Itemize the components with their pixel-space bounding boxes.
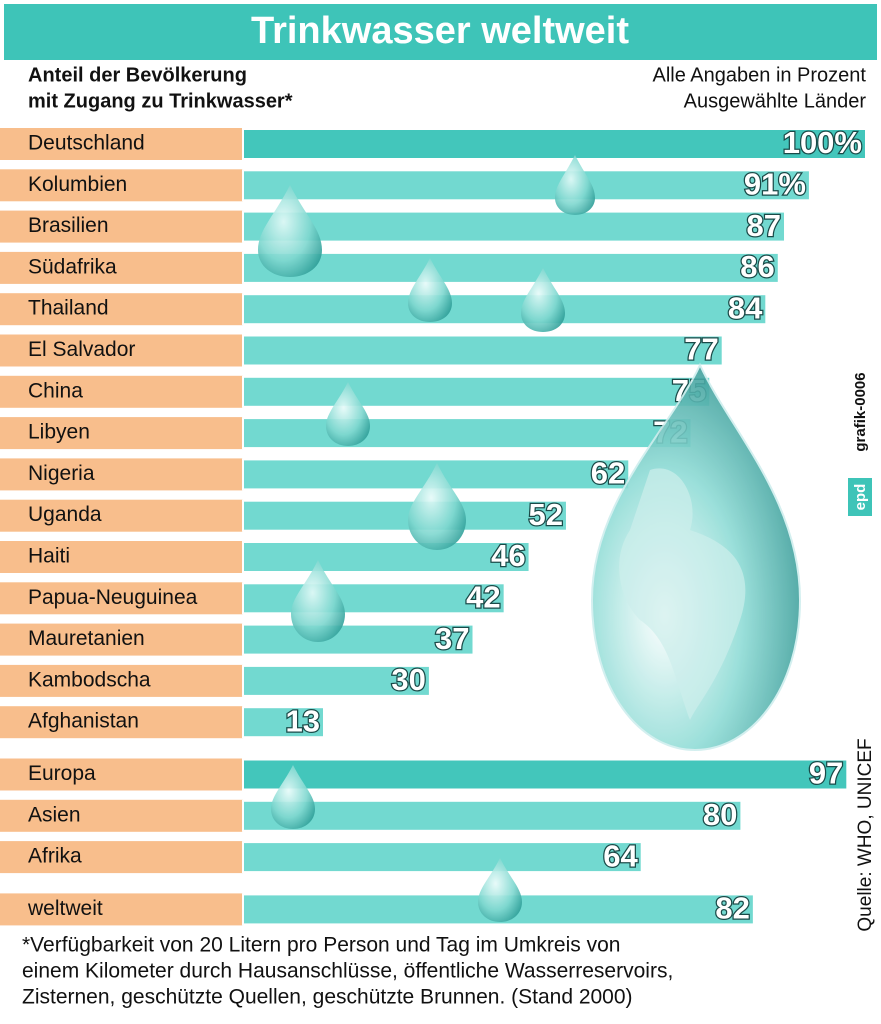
bar xyxy=(242,582,506,615)
category-box xyxy=(0,417,243,450)
category-box xyxy=(0,582,243,615)
category-box xyxy=(0,210,243,243)
note: Alle Angaben in Prozent xyxy=(653,64,867,86)
title-bar xyxy=(4,4,877,60)
category-label: Afghanistan xyxy=(28,710,139,733)
value-label: 37 xyxy=(435,621,469,656)
value-label: 82 xyxy=(715,891,749,926)
value-label: 77 xyxy=(684,332,718,367)
bar xyxy=(242,293,768,326)
category-box xyxy=(0,128,243,160)
category-label: Thailand xyxy=(28,297,109,320)
category-label: Nigeria xyxy=(28,462,95,485)
category-label: Mauretanien xyxy=(28,627,145,650)
category-box xyxy=(0,664,243,697)
bar xyxy=(242,541,531,573)
category-box xyxy=(0,841,243,874)
category-label: Uganda xyxy=(28,503,102,526)
value-label: 13 xyxy=(286,703,320,738)
value-label: 91% xyxy=(744,166,806,201)
category-box xyxy=(0,799,243,832)
value-label: 30 xyxy=(391,662,425,697)
subtitle: Anteil der Bevölkerung xyxy=(28,64,247,86)
category-label: Papua-Neuguinea xyxy=(28,586,198,609)
value-label: 84 xyxy=(728,290,763,325)
category-box xyxy=(0,893,243,926)
category-label: Kambodscha xyxy=(28,668,151,691)
bar xyxy=(242,169,811,202)
bar xyxy=(242,128,867,160)
category-box xyxy=(0,499,243,532)
source: Quelle: WHO, UNICEF xyxy=(855,738,876,931)
category-box xyxy=(0,758,243,791)
bars: Deutschland 100% Kolumbien 91% Brasilien 87 Sü… xyxy=(0,124,867,927)
chart-title: Trinkwasser weltweit xyxy=(251,10,629,52)
value-label: 97 xyxy=(809,756,843,791)
category-label: Südafrika xyxy=(28,255,117,278)
bar xyxy=(242,623,475,656)
value-label: 80 xyxy=(703,797,737,832)
credit: epd xyxy=(852,484,869,511)
value-label: 62 xyxy=(591,456,625,491)
category-label: Libyen xyxy=(28,421,90,444)
bar xyxy=(242,664,431,697)
category-label: Brasilien xyxy=(28,214,109,237)
bar xyxy=(242,210,787,243)
category-label: China xyxy=(28,379,83,402)
bar xyxy=(242,334,724,367)
footnote: einem Kilometer durch Hausanschlüsse, öf… xyxy=(22,960,673,983)
bar xyxy=(242,499,568,532)
bar xyxy=(242,375,712,408)
category-label: weltweit xyxy=(27,897,103,920)
bar xyxy=(242,841,643,874)
category-box xyxy=(0,706,243,739)
bar xyxy=(242,799,743,832)
category-box xyxy=(0,375,243,408)
category-box xyxy=(0,251,243,284)
value-label: 64 xyxy=(603,838,638,873)
category-label: El Salvador xyxy=(28,338,135,361)
category-box xyxy=(0,623,243,656)
bar xyxy=(242,706,325,739)
credit-box xyxy=(848,478,872,516)
value-label: 46 xyxy=(491,538,525,573)
note: Ausgewählte Länder xyxy=(684,90,867,112)
value-label: 42 xyxy=(466,579,500,614)
value-label: 52 xyxy=(528,497,562,532)
subtitle: mit Zugang zu Trinkwasser* xyxy=(28,90,293,112)
category-label: Kolumbien xyxy=(28,173,127,196)
value-label: 86 xyxy=(740,249,774,284)
category-label: Asien xyxy=(28,803,81,826)
category-label: Afrika xyxy=(28,845,82,868)
footnote: *Verfügbarkeit von 20 Litern pro Person … xyxy=(22,934,620,957)
category-label: Deutschland xyxy=(28,132,145,155)
bar xyxy=(242,417,693,450)
value-label: 87 xyxy=(747,208,781,243)
value-label: 100% xyxy=(783,125,862,160)
decoration xyxy=(258,155,802,922)
category-box xyxy=(0,293,243,326)
category-box xyxy=(0,334,243,367)
category-box xyxy=(0,541,243,573)
credit: grafik-0006 xyxy=(852,372,869,451)
category-label: Haiti xyxy=(28,545,70,568)
category-box xyxy=(0,169,243,202)
category-box xyxy=(0,458,243,491)
bar xyxy=(242,251,780,284)
footnote: Zisternen, geschützte Quellen, geschützt… xyxy=(22,986,633,1009)
bar xyxy=(242,758,849,791)
category-label: Europa xyxy=(28,762,96,785)
